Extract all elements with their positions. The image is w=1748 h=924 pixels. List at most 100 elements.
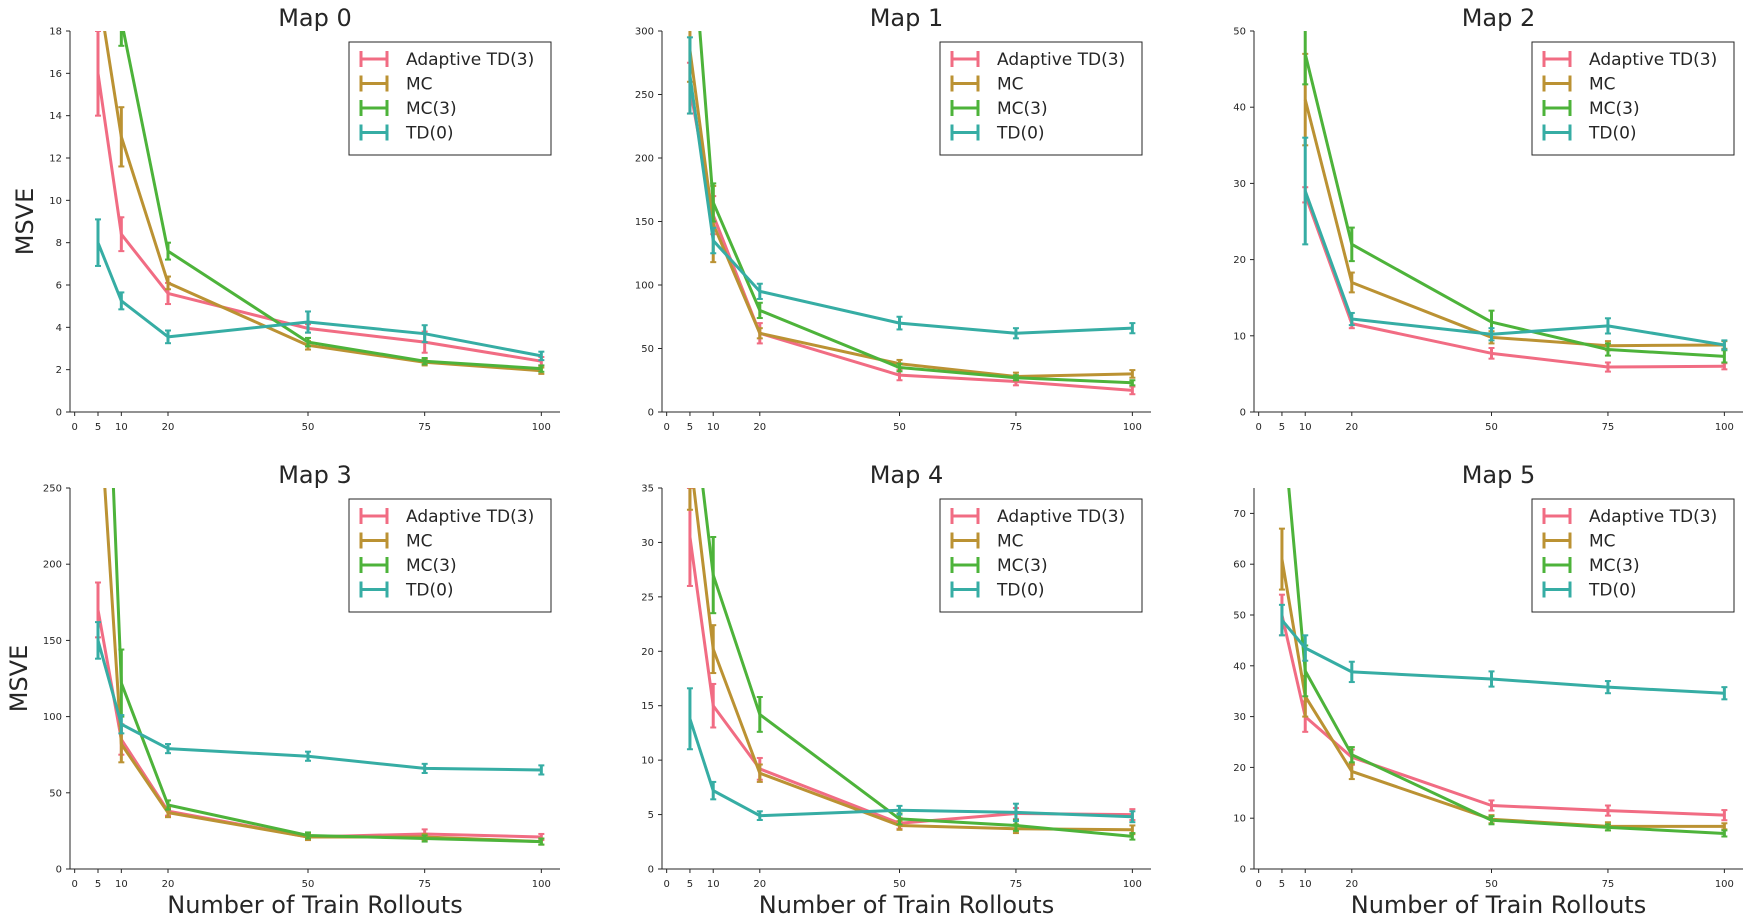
x-tick-label: 0 [71,879,77,890]
y-axis-label: MSVE [5,645,33,713]
legend-label: MC [406,532,433,552]
x-tick-label: 50 [1485,422,1498,433]
x-tick-label: 20 [162,879,175,890]
legend-label: MC [997,75,1024,95]
y-tick-label: 150 [43,636,62,647]
y-tick-label: 10 [1233,331,1246,342]
x-tick-label: 5 [687,422,693,433]
y-tick-label: 0 [56,408,62,419]
chart-title: Map 0 [278,4,352,32]
x-tick-label: 50 [1485,879,1498,890]
y-tick-label: 0 [1240,408,1246,419]
y-tick-label: 0 [1240,865,1246,876]
chart-panel-1: 0 50 100 150 200 250 300 0 5 10 20 50 75 100 Map 1 Adap… [635,4,1151,433]
y-tick-label: 10 [641,756,654,767]
chart-title: Map 2 [1462,4,1536,32]
x-tick-label: 100 [1123,879,1142,890]
y-tick-label: 30 [1233,179,1246,190]
legend-label: MC [406,75,433,95]
chart-panel-3: 0 50 100 150 200 250 0 5 10 20 50 75 100 Map 3 MSVE Num… [5,461,560,919]
y-tick-label: 25 [641,592,654,603]
legend-label: Adaptive TD(3) [997,507,1125,527]
plot-area [686,31,1136,396]
x-axis-label: Number of Train Rollouts [1351,891,1646,919]
series-line-td-0- [688,75,1133,335]
y-tick-label: 50 [1233,27,1246,38]
y-tick-label: 60 [1233,560,1246,571]
x-tick-label: 50 [302,879,315,890]
legend-label: Adaptive TD(3) [406,507,534,527]
series-line-td-0- [688,718,1133,819]
legend-label: TD(0) [996,124,1045,144]
legend-box [939,41,1143,156]
series-line-adaptive-td-3- [96,609,542,839]
y-tick-label: 18 [49,27,62,38]
series-line-mc-3- [1287,488,1725,835]
plot-area [1278,488,1728,838]
x-tick-label: 50 [893,879,906,890]
x-tick-label: 75 [418,879,431,890]
legend: Adaptive TD(3) MC MC(3) TD(0) [1531,498,1735,613]
legend-label: TD(0) [996,581,1045,601]
x-tick-label: 50 [302,422,315,433]
x-tick-label: 10 [707,422,720,433]
chart-title: Map 3 [278,461,352,489]
series-line-mc-3- [121,31,542,371]
legend-label: MC(3) [406,99,457,119]
legend-label: MC(3) [997,556,1048,576]
legend-label: MC(3) [1589,556,1640,576]
y-tick-label: 8 [56,238,62,249]
x-tick-label: 10 [1299,422,1312,433]
legend-label: Adaptive TD(3) [406,50,534,70]
y-tick-label: 0 [648,865,654,876]
x-tick-label: 0 [663,422,669,433]
y-axis-label: MSVE [11,188,39,256]
legend: Adaptive TD(3) MC MC(3) TD(0) [348,498,552,613]
x-tick-label: 5 [1279,879,1285,890]
x-tick-label: 0 [663,879,669,890]
plot-area [1302,31,1728,373]
series-line-mc [688,49,1133,378]
y-tick-label: 250 [43,484,62,495]
y-tick-label: 50 [1233,611,1246,622]
x-tick-label: 20 [753,879,766,890]
chart-title: Map 1 [870,4,944,32]
x-tick-label: 75 [1602,879,1615,890]
y-tick-label: 100 [43,712,62,723]
x-tick-label: 5 [95,879,101,890]
y-tick-label: 150 [635,217,654,228]
y-tick-label: 12 [49,154,62,165]
x-tick-label: 0 [1255,879,1261,890]
x-tick-label: 5 [95,422,101,433]
series-line-mc [692,488,1133,832]
y-tick-label: 0 [56,865,62,876]
y-tick-label: 6 [56,281,62,292]
y-tick-label: 35 [641,484,654,495]
legend-label: MC(3) [1589,99,1640,119]
x-tick-label: 5 [1279,422,1285,433]
plot-area [95,31,545,375]
y-tick-label: 20 [1233,255,1246,266]
y-tick-label: 15 [641,701,654,712]
y-tick-label: 5 [648,810,654,821]
y-tick-label: 40 [1233,661,1246,672]
legend: Adaptive TD(3) MC MC(3) TD(0) [939,41,1143,156]
chart-panel-5: 0 10 20 30 40 50 60 70 0 5 10 20 50 75 100 Map 5 Number … [1233,461,1743,919]
x-tick-label: 75 [1010,422,1023,433]
y-tick-label: 30 [641,538,654,549]
y-tick-label: 250 [635,90,654,101]
legend: Adaptive TD(3) MC MC(3) TD(0) [939,498,1143,613]
legend-label: Adaptive TD(3) [1589,50,1717,70]
x-tick-label: 20 [753,422,766,433]
legend-box [348,498,552,613]
x-tick-label: 100 [1123,422,1142,433]
y-tick-label: 2 [56,365,62,376]
x-tick-label: 20 [162,422,175,433]
legend-label: Adaptive TD(3) [997,50,1125,70]
y-tick-label: 10 [49,196,62,207]
y-tick-label: 50 [49,788,62,799]
legend-label: TD(0) [1588,124,1637,144]
series-line-td-0- [96,639,542,772]
legend-label: MC [1589,532,1616,552]
y-tick-label: 4 [56,323,62,334]
